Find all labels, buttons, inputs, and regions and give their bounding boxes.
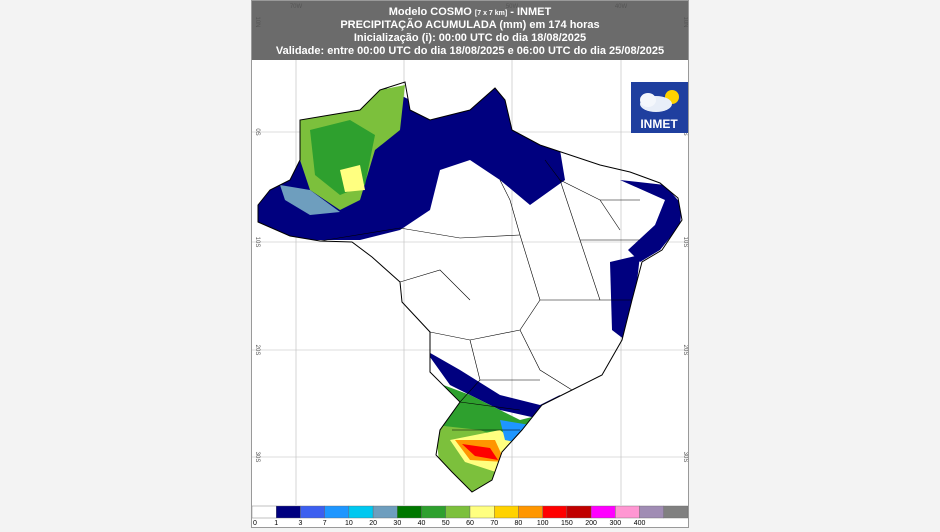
legend-swatch xyxy=(566,505,592,519)
legend-swatch xyxy=(590,505,616,519)
legend-label: 80 xyxy=(515,520,523,527)
map-panel: Modelo COSMO [7 x 7 km] - INMET PRECIPIT… xyxy=(251,0,689,528)
legend-label: 50 xyxy=(442,520,450,527)
legend-label: 20 xyxy=(369,520,377,527)
legend-label: 70 xyxy=(490,520,498,527)
legend-label: 150 xyxy=(561,520,573,527)
state-borders xyxy=(319,159,640,431)
lat-label: 10S xyxy=(254,237,260,248)
country-outline xyxy=(257,81,683,493)
legend-swatch xyxy=(615,505,640,519)
legend-swatch xyxy=(663,505,689,519)
lat-label: 10S xyxy=(682,237,688,248)
lon-label: 50W xyxy=(506,4,519,10)
legend-label: 3 xyxy=(298,520,302,527)
lat-label: 0S xyxy=(254,128,260,135)
lon-label: 70W xyxy=(290,4,303,10)
legend-swatch xyxy=(397,505,422,519)
legend-label: 0 xyxy=(253,520,257,527)
legend-swatch xyxy=(276,505,301,519)
legend-label: 7 xyxy=(323,520,327,527)
legend-label: 1 xyxy=(274,520,278,527)
validity: Validade: entre 00:00 UTC do dia 18/08/2… xyxy=(276,45,664,57)
legend-label: 40 xyxy=(418,520,426,527)
model-resolution: [7 x 7 km] xyxy=(475,10,507,17)
legend-swatch xyxy=(518,505,543,519)
title-product: PRECIPITAÇÃO ACUMULADA (mm) em 174 horas xyxy=(340,18,599,31)
model-name: Modelo COSMO xyxy=(389,6,473,18)
inmet-logo: INMET xyxy=(631,82,688,133)
legend-swatch xyxy=(542,505,568,519)
lat-label: 20S xyxy=(682,345,688,356)
lat-label: 10N xyxy=(254,16,260,27)
title-model: Modelo COSMO [7 x 7 km] - INMET xyxy=(389,6,552,18)
lat-label: 10N xyxy=(682,16,688,27)
header-bg xyxy=(252,1,688,60)
init-time: Inicialização (i): 00:00 UTC do dia 18/0… xyxy=(354,32,586,44)
legend-swatch xyxy=(372,505,398,519)
legend-label: 200 xyxy=(585,520,597,527)
legend-label: 400 xyxy=(634,520,646,527)
lat-label: 30S xyxy=(682,452,688,463)
logo-text: INMET xyxy=(640,117,678,131)
legend-swatch xyxy=(324,505,350,519)
lat-label: 30S xyxy=(254,452,260,463)
lat-label: 20S xyxy=(254,345,260,356)
model-org: - INMET xyxy=(510,6,551,18)
legend-swatch xyxy=(494,505,519,519)
precipitation-field xyxy=(258,85,682,492)
legend-swatch xyxy=(421,505,446,519)
lon-label: 40W xyxy=(615,4,628,10)
legend-swatch xyxy=(251,505,277,519)
legend: 0 1 3 7 10 20 30 40 50 60 70 80 100 150 200 300 400 xyxy=(251,505,689,527)
legend-swatch xyxy=(445,505,471,519)
legend-label: 300 xyxy=(609,520,621,527)
legend-swatch xyxy=(639,505,664,519)
legend-label: 10 xyxy=(345,520,353,527)
legend-label: 30 xyxy=(393,520,401,527)
legend-swatch xyxy=(348,505,374,519)
legend-label: 100 xyxy=(537,520,549,527)
legend-swatch xyxy=(300,505,325,519)
map: Modelo COSMO [7 x 7 km] - INMET PRECIPIT… xyxy=(251,1,689,527)
legend-label: 60 xyxy=(466,520,474,527)
legend-swatch xyxy=(469,505,495,519)
